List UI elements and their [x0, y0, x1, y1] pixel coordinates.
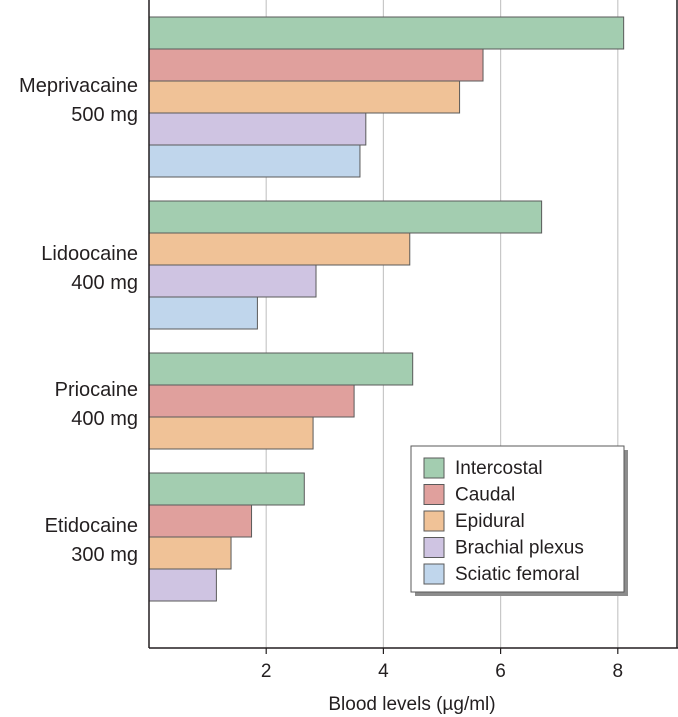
- category-labels: Meprivacaine 500 mg Lidoocaine 400 mg Prioca…: [19, 75, 138, 566]
- bar-intercostal: [148, 200, 543, 234]
- category-label: Priocaine: [55, 379, 138, 401]
- bar-brachial-plexus: [148, 264, 317, 298]
- legend-label: Sciatic femoral: [455, 564, 580, 585]
- legend-box: [410, 445, 625, 593]
- category-dose: 400 mg: [71, 408, 138, 430]
- bars: [148, 16, 625, 602]
- bar-brachial-plexus: [148, 112, 367, 146]
- bar-caudal: [148, 48, 484, 82]
- legend-swatch: [423, 510, 445, 532]
- bar-sciatic-femoral: [148, 296, 258, 330]
- category-dose: 300 mg: [71, 544, 138, 566]
- bar-intercostal: [148, 352, 414, 386]
- bar-brachial-plexus: [148, 568, 217, 602]
- category-dose: 500 mg: [71, 104, 138, 126]
- category-label: Meprivacaine: [19, 75, 138, 97]
- bar-caudal: [148, 504, 253, 538]
- x-tick-label: 8: [613, 661, 624, 682]
- axes: [148, 0, 678, 649]
- legend-swatch: [423, 457, 445, 479]
- legend-swatch: [423, 563, 445, 585]
- bar-caudal: [148, 384, 355, 418]
- x-tick-label: 6: [495, 661, 506, 682]
- bar-epidural: [148, 416, 314, 450]
- category-dose: 400 mg: [71, 272, 138, 294]
- legend-label: Caudal: [455, 485, 515, 506]
- legend: Intercostal Caudal Epidural Brachial plexus…: [410, 445, 628, 596]
- bar-intercostal: [148, 16, 625, 50]
- bar-intercostal: [148, 472, 305, 506]
- bar-sciatic-femoral: [148, 144, 361, 178]
- bar-epidural: [148, 536, 232, 570]
- x-axis-label: Blood levels (µg/ml): [328, 694, 495, 715]
- category-label: Etidocaine: [45, 515, 138, 537]
- x-tick-labels: 2 4 6 8: [261, 648, 623, 682]
- x-tick-label: 2: [261, 661, 272, 682]
- legend-swatch: [423, 537, 445, 558]
- legend-label: Brachial plexus: [455, 538, 584, 559]
- bar-epidural: [148, 232, 411, 266]
- bar-epidural: [148, 80, 461, 114]
- legend-swatch: [423, 484, 445, 505]
- legend-label: Epidural: [455, 511, 525, 532]
- category-label: Lidoocaine: [41, 243, 138, 265]
- legend-label: Intercostal: [455, 458, 543, 479]
- x-tick-label: 4: [378, 661, 389, 682]
